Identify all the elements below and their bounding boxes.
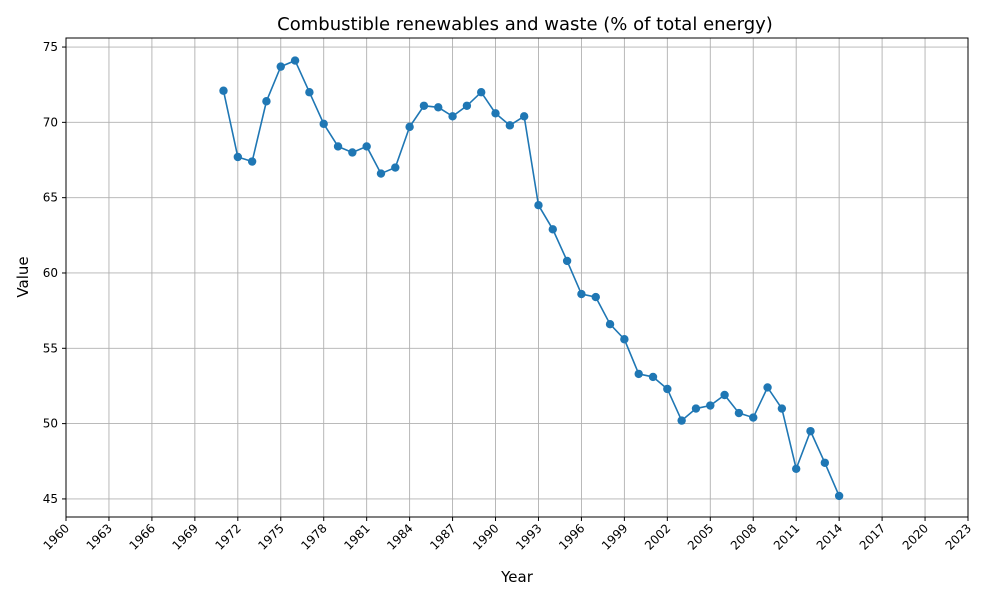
x-tick-label: 1966 xyxy=(127,521,158,552)
x-axis: 1960 1963 1966 1969 1972 1975 1978 1981 1984 1987… xyxy=(41,517,974,553)
data-point xyxy=(634,369,643,379)
data-point xyxy=(620,335,629,344)
plot-frame xyxy=(65,37,969,518)
grid-lines xyxy=(65,38,969,517)
data-point xyxy=(605,319,615,329)
data-point xyxy=(491,109,500,118)
chart-title: Combustible renewables and waste (% of t… xyxy=(277,14,773,35)
x-tick-label: 1999 xyxy=(599,521,630,552)
x-axis-label: Year xyxy=(500,568,534,586)
x-tick-label: 2014 xyxy=(814,521,845,552)
data-point xyxy=(233,152,243,162)
data-point xyxy=(706,401,715,410)
x-tick-label: 2008 xyxy=(728,521,759,552)
data-point xyxy=(247,157,257,166)
x-tick-label: 1993 xyxy=(513,521,544,552)
data-point xyxy=(691,404,701,413)
data-point xyxy=(677,416,686,425)
x-tick-label: 1975 xyxy=(255,521,286,552)
data-point xyxy=(777,404,787,413)
x-tick-label: 2020 xyxy=(900,521,931,552)
x-tick-label: 2002 xyxy=(642,521,673,552)
data-point xyxy=(462,101,472,110)
data-point xyxy=(434,103,443,112)
data-series xyxy=(219,56,844,501)
data-point xyxy=(262,97,271,106)
x-tick-label: 1963 xyxy=(84,521,115,552)
data-point xyxy=(834,491,844,501)
data-point xyxy=(448,112,457,121)
data-point xyxy=(663,384,672,394)
x-tick-label: 1990 xyxy=(470,521,501,552)
y-tick-label: 50 xyxy=(43,417,58,431)
y-tick-label: 75 xyxy=(43,40,58,54)
data-point xyxy=(391,163,400,172)
data-point xyxy=(791,464,801,473)
data-point xyxy=(749,413,758,422)
data-point xyxy=(290,56,300,65)
data-point xyxy=(519,112,529,121)
series-line xyxy=(222,59,840,497)
data-point xyxy=(348,148,357,157)
x-tick-label: 1978 xyxy=(298,521,329,552)
x-tick-label: 2005 xyxy=(685,521,716,552)
x-tick-label: 1981 xyxy=(341,521,372,552)
data-point xyxy=(591,292,600,302)
x-tick-label: 1987 xyxy=(427,521,458,552)
data-point xyxy=(734,408,744,418)
data-point xyxy=(720,390,729,400)
x-tick-label: 2023 xyxy=(943,521,974,552)
data-point xyxy=(562,256,572,266)
y-tick-label: 70 xyxy=(43,115,58,129)
data-point xyxy=(648,372,658,382)
y-axis: 45 50 55 60 65 70 75 xyxy=(43,40,66,506)
x-tick-label: 1984 xyxy=(384,521,415,552)
x-tick-label: 2017 xyxy=(857,521,888,552)
data-point xyxy=(305,88,314,97)
x-tick-label: 1972 xyxy=(212,521,243,552)
data-point xyxy=(577,289,586,299)
x-tick-label: 1960 xyxy=(41,521,72,552)
data-point xyxy=(319,119,328,129)
data-point xyxy=(477,88,486,97)
data-point xyxy=(820,458,830,467)
data-point xyxy=(548,225,557,234)
data-point xyxy=(333,142,343,151)
data-point xyxy=(806,426,815,436)
data-point xyxy=(276,62,285,71)
data-point xyxy=(362,142,371,151)
data-point xyxy=(534,201,543,210)
y-tick-label: 65 xyxy=(43,191,58,205)
y-tick-label: 45 xyxy=(43,492,58,506)
data-point xyxy=(219,86,228,95)
y-tick-label: 60 xyxy=(43,266,58,280)
data-point xyxy=(405,122,414,132)
y-tick-label: 55 xyxy=(43,341,58,355)
x-tick-label: 2011 xyxy=(771,521,802,552)
y-axis-label: Value xyxy=(14,256,32,297)
data-point xyxy=(376,169,386,178)
x-tick-label: 1969 xyxy=(169,521,200,552)
x-tick-label: 1996 xyxy=(556,521,587,552)
data-point xyxy=(419,101,429,110)
data-point xyxy=(505,121,515,130)
data-point xyxy=(763,383,772,392)
